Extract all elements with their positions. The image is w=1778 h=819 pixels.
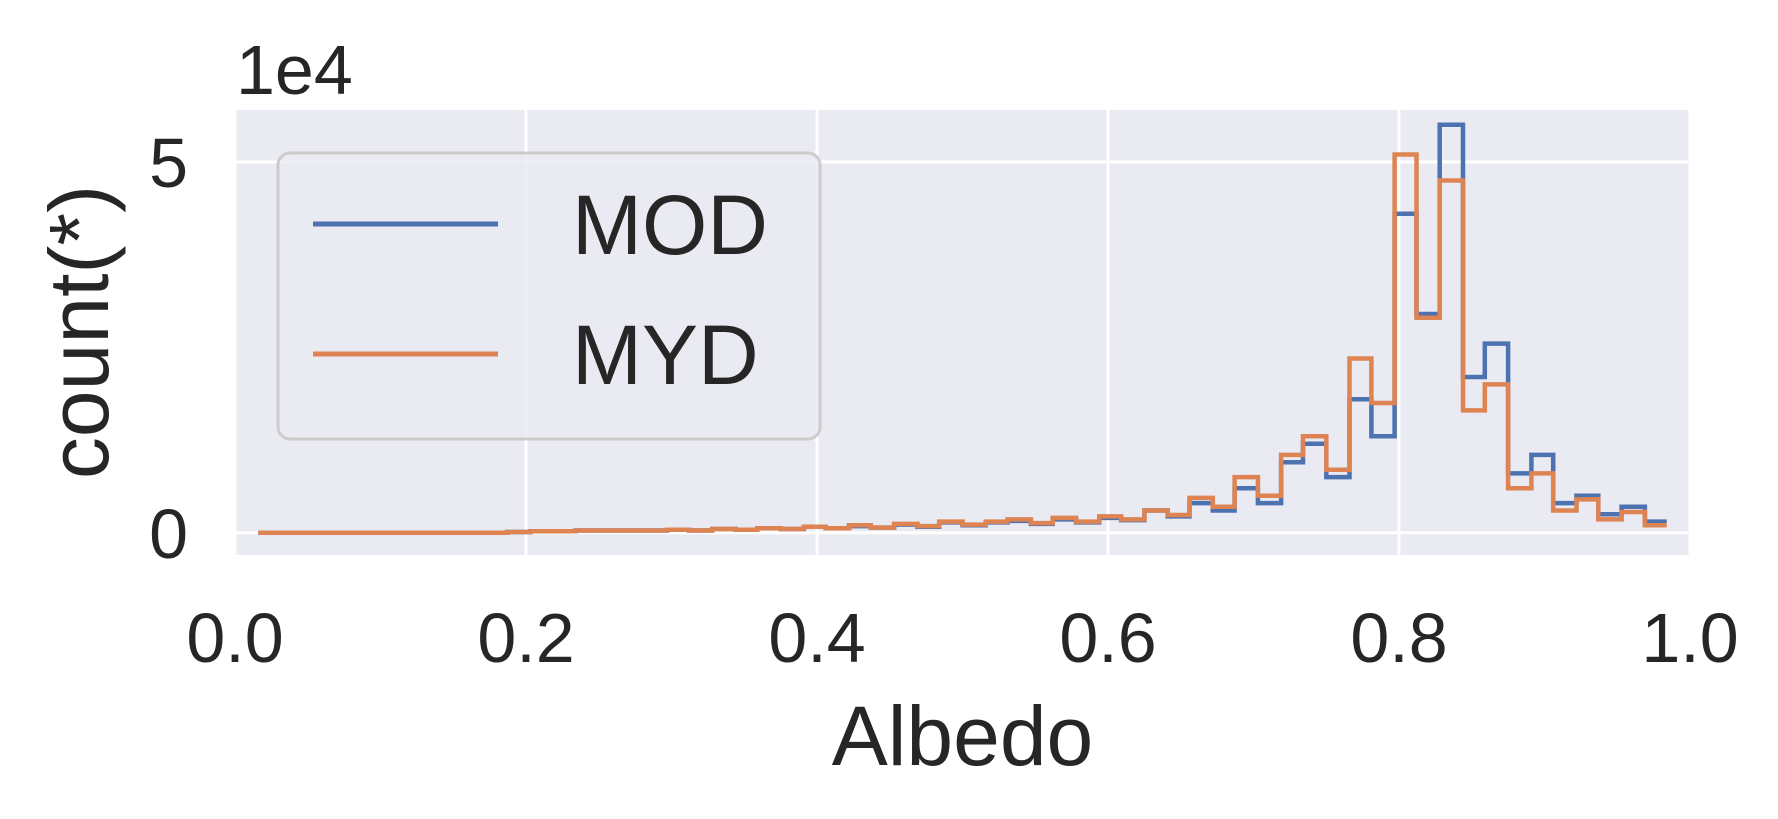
x-tick-label: 0.4 xyxy=(768,599,865,677)
x-tick-label: 0.2 xyxy=(477,599,574,677)
x-tick-label: 0.8 xyxy=(1350,599,1447,677)
x-tick-label: 0.6 xyxy=(1059,599,1156,677)
y-axis-label: count(*) xyxy=(32,185,126,479)
legend-label-myd: MYD xyxy=(572,308,759,402)
y-tick-label: 0 xyxy=(149,495,188,573)
series-myd-line xyxy=(258,152,1667,536)
legend-label-mod: MOD xyxy=(572,178,768,272)
x-tick-label: 0.0 xyxy=(186,599,283,677)
x-axis-label: Albedo xyxy=(832,689,1094,783)
y-offset-label: 1e4 xyxy=(236,31,353,109)
y-tick-label: 5 xyxy=(149,124,188,202)
x-tick-label: 1.0 xyxy=(1641,599,1738,677)
